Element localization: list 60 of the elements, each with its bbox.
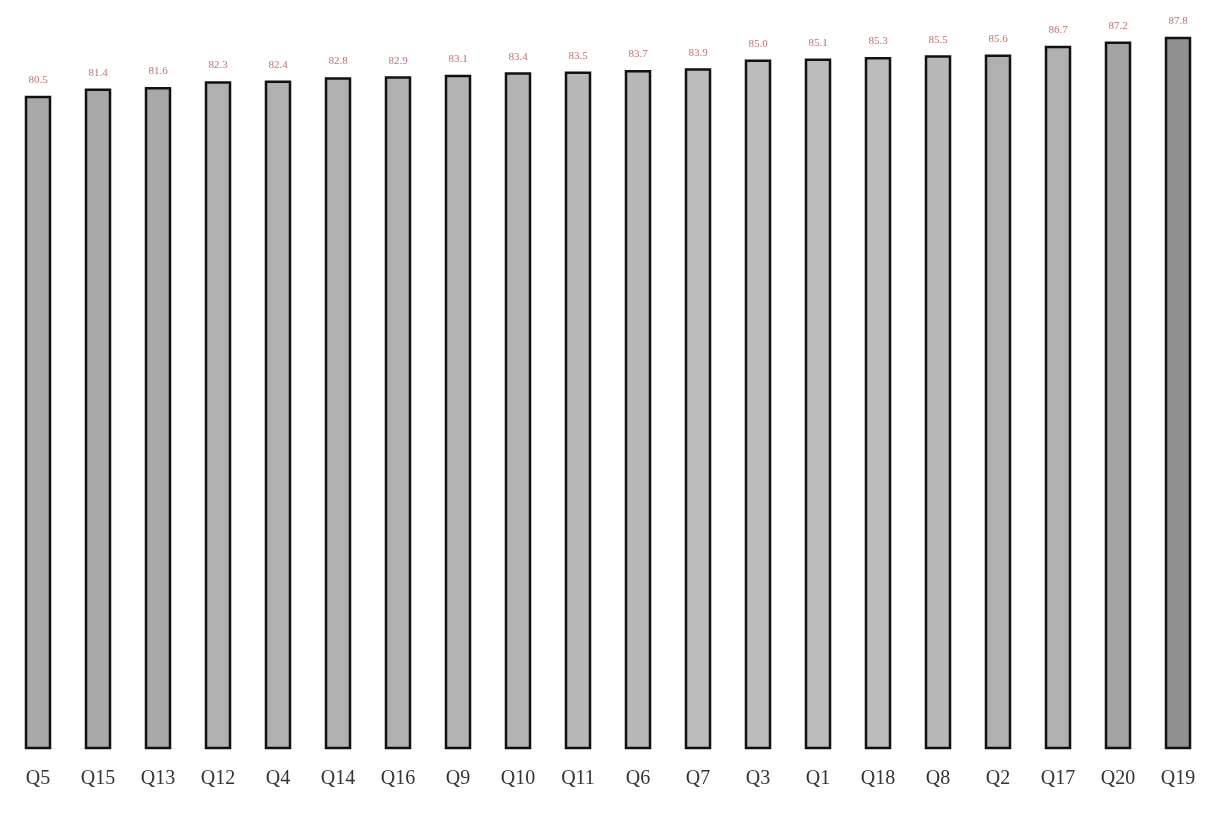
x-tick-label: Q5 [25,766,51,789]
data-label: 83.7 [628,47,649,60]
x-tick-label: Q6 [625,766,651,789]
data-label: 85.5 [928,32,949,45]
x-tick-label: Q17 [1040,766,1076,789]
data-label: 83.5 [568,48,589,61]
x-tick-label: Q3 [745,766,771,789]
bar [144,86,172,750]
x-tick-label: Q14 [320,766,356,789]
data-label: 82.8 [328,54,349,67]
data-label: 85.6 [988,31,1009,44]
bar [444,74,472,750]
x-tick-label: Q15 [80,766,116,789]
data-label: 82.9 [388,53,409,66]
data-label: 87.8 [1168,14,1189,26]
x-tick-label: Q19 [1160,766,1196,789]
bar [924,55,952,750]
x-tick-label: Q13 [140,766,176,789]
x-tick-label: Q18 [860,766,896,789]
x-tick-label: Q1 [805,766,831,789]
data-label: 83.9 [688,45,709,58]
bar [1104,41,1132,750]
data-label: 83.4 [508,49,529,62]
bar [684,68,712,750]
data-label: 81.4 [88,65,109,78]
data-label: 86.7 [1048,22,1069,35]
x-tick-label: Q4 [265,766,291,789]
data-label: 82.4 [268,57,289,70]
data-label: 85.0 [748,36,769,49]
x-tick-label: Q2 [985,766,1011,789]
bar [324,77,352,750]
bar [384,76,412,750]
bar [1164,36,1192,750]
bar [624,69,652,750]
bar [84,88,112,750]
bar [564,71,592,750]
x-tick-label: Q9 [445,766,471,789]
bar [204,81,232,750]
bar [984,54,1012,750]
bar [804,58,832,750]
bar [744,59,772,750]
bar [864,56,892,750]
data-label: 85.1 [808,35,828,48]
x-tick-label: Q11 [561,766,595,789]
data-label: 87.2 [1108,18,1128,31]
x-tick-label: Q16 [380,766,416,789]
data-label: 81.6 [148,64,169,77]
bar [24,95,52,750]
x-tick-label: Q8 [925,766,951,789]
data-label: 83.1 [448,52,468,65]
x-tick-label: Q10 [500,766,536,789]
data-label: 80.5 [28,73,49,86]
data-label: 85.3 [868,34,889,47]
bar [264,80,292,750]
bar [1044,45,1072,750]
x-tick-label: Q12 [200,766,236,789]
x-tick-label: Q20 [1100,766,1136,789]
bar [504,72,532,750]
data-label: 82.3 [208,58,229,71]
x-tick-label: Q7 [685,766,711,789]
